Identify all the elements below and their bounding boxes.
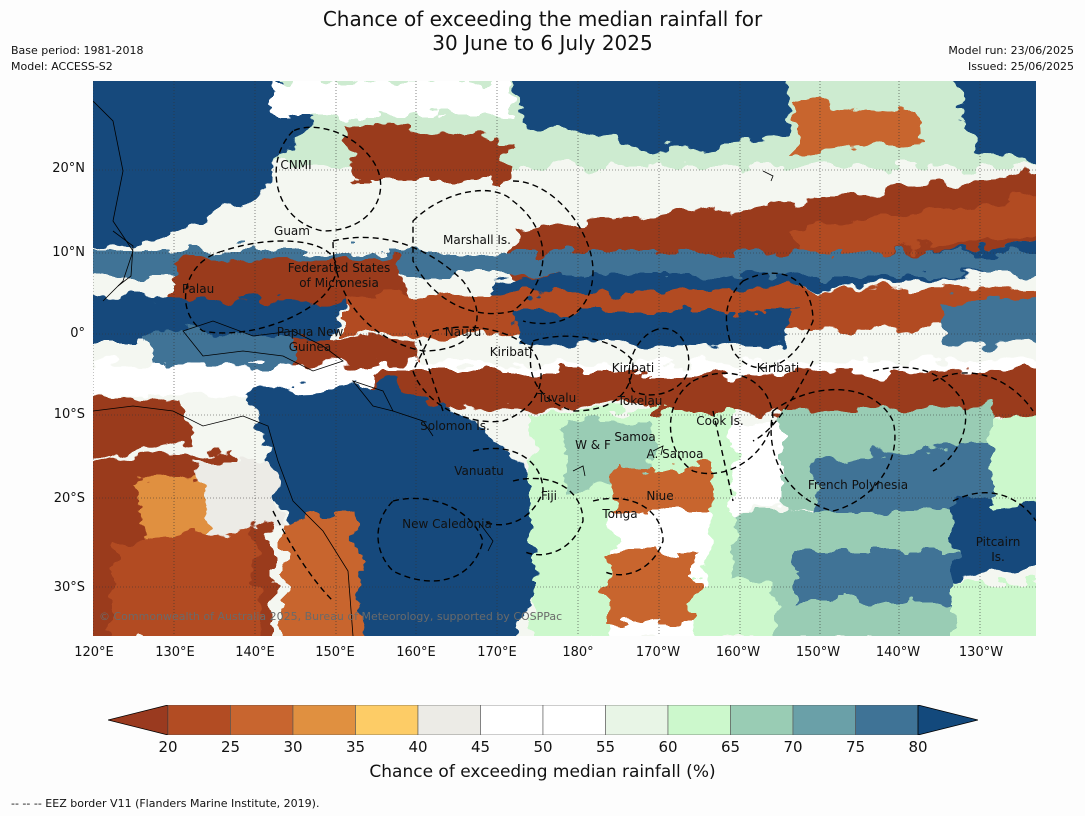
coastlines: [93, 100, 774, 636]
region-label-niue: Niue: [646, 489, 674, 503]
colorbar-bin: [542, 704, 606, 736]
lat-tick-20s: 20°S: [53, 491, 85, 506]
eez-footnote: -- -- -- EEZ border V11 (Flanders Marine…: [11, 797, 320, 810]
map-svg: [93, 81, 1036, 636]
region-label-marshall: Marshall Is.: [443, 233, 511, 247]
lat-tick-10n: 10°N: [52, 245, 85, 260]
region-label-palau: Palau: [181, 282, 215, 296]
model-run: Model run: 23/06/2025: [948, 44, 1074, 57]
region-label-png-line1: Papua New: [276, 325, 344, 339]
meta-right: Model run: 23/06/2025 Issued: 25/06/2025: [948, 43, 1074, 75]
region-label-fiji: Fiji: [540, 489, 558, 503]
title-line-1: Chance of exceeding the median rainfall …: [322, 7, 763, 31]
region-label-solomon: Solomon Is.: [420, 419, 490, 433]
colorbar-tick-label: 25: [220, 738, 241, 756]
region-label-kiribati-central: Kiribati: [611, 361, 655, 375]
region-label-pitcairn-line2: Is.: [991, 550, 1005, 564]
lon-tick-170e: 170°E: [477, 645, 517, 660]
colorbar-bin: [417, 704, 481, 736]
lon-tick-150e: 150°E: [315, 645, 355, 660]
region-label-fsm-line2: of Micronesia: [299, 276, 379, 290]
colorbar: [107, 704, 979, 736]
region-label-tokelau: Tokelau: [617, 394, 663, 408]
region-label-tonga: Tonga: [602, 507, 638, 521]
rainfall-field: [93, 81, 1036, 636]
colorbar-bin: [730, 704, 794, 736]
eez-borders: [184, 126, 1036, 602]
meta-left: Base period: 1981-2018 Model: ACCESS-S2: [11, 43, 143, 75]
region-label-cnmi: CNMI: [280, 158, 312, 172]
region-label-kiribati-east: Kiribati: [756, 361, 800, 375]
graticule: [93, 81, 1036, 636]
lat-tick-20n: 20°N: [52, 161, 85, 176]
issued-date: Issued: 25/06/2025: [967, 60, 1074, 73]
region-label-guam: Guam: [274, 224, 310, 238]
region-label-am-samoa: A. Samoa: [646, 447, 704, 461]
region-label-french-polynesia: French Polynesia: [807, 478, 909, 492]
region-label-pitcairn-line1: Pitcairn: [975, 535, 1021, 549]
lon-tick-140e: 140°E: [235, 645, 275, 660]
region-label-nauru: Nauru: [444, 325, 482, 339]
colorbar-bin: [167, 704, 231, 736]
colorbar-tick-label: 60: [658, 738, 678, 756]
copyright-notice: © Commonwealth of Australia 2025, Bureau…: [99, 610, 563, 623]
colorbar-label: Chance of exceeding median rainfall (%): [369, 762, 716, 782]
region-label-cook: Cook Is.: [696, 414, 744, 428]
colorbar-tick-label: 80: [908, 738, 928, 756]
colorbar-tick-label: 40: [408, 738, 428, 756]
colorbar-bin: [292, 704, 356, 736]
title-line-2: 30 June to 6 July 2025: [432, 31, 653, 55]
lon-tick-170w: 170°W: [635, 645, 681, 660]
colorbar-tick-label: 30: [283, 738, 303, 756]
lat-tick-30s: 30°S: [53, 580, 85, 595]
colorbar-extend-high: [917, 704, 979, 736]
lat-tick-0: 0°: [70, 326, 85, 341]
colorbar-tick-label: 70: [783, 738, 803, 756]
colorbar-bin: [855, 704, 919, 736]
lon-tick-160e: 160°E: [396, 645, 436, 660]
region-label-samoa: Samoa: [614, 430, 656, 444]
chart-title: Chance of exceeding the median rainfall …: [0, 7, 1085, 55]
base-period: Base period: 1981-2018: [11, 44, 144, 57]
model-name: Model: ACCESS-S2: [11, 60, 113, 73]
region-label-tuvalu: Tuvalu: [537, 391, 577, 405]
rainfall-map: [93, 81, 1036, 636]
region-label-png-line2: Guinea: [288, 340, 332, 354]
colorbar-bin: [792, 704, 856, 736]
colorbar-bin: [480, 704, 544, 736]
region-label-wallis-futuna: W & F: [575, 438, 611, 452]
region-label-vanuatu: Vanuatu: [454, 464, 504, 478]
colorbar-tick-label: 75: [845, 738, 866, 756]
lon-tick-180: 180°: [562, 645, 594, 660]
colorbar-bin: [605, 704, 669, 736]
region-label-new-caledonia: New Caledonia: [402, 517, 492, 531]
region-label-fsm-line1: Federated States: [287, 261, 391, 275]
colorbar-tick-label: 50: [533, 738, 553, 756]
lon-tick-120e: 120°E: [74, 645, 114, 660]
colorbar-tick-label: 45: [470, 738, 491, 756]
region-label-kiribati-west: Kiribati: [489, 345, 533, 359]
colorbar-tick-label: 35: [345, 738, 366, 756]
colorbar-bin: [355, 704, 419, 736]
lon-tick-150w: 150°W: [795, 645, 841, 660]
colorbar-bin: [667, 704, 731, 736]
lon-tick-160w: 160°W: [715, 645, 761, 660]
colorbar-extend-low: [107, 704, 169, 736]
colorbar-tick-label: 55: [595, 738, 616, 756]
colorbar-bin: [230, 704, 294, 736]
lon-tick-130e: 130°E: [155, 645, 195, 660]
colorbar-tick-label: 20: [158, 738, 178, 756]
lon-tick-140w: 140°W: [875, 645, 921, 660]
colorbar-svg: [107, 704, 979, 736]
lat-tick-10s: 10°S: [53, 407, 85, 422]
lon-tick-130w: 130°W: [958, 645, 1004, 660]
colorbar-tick-label: 65: [720, 738, 741, 756]
